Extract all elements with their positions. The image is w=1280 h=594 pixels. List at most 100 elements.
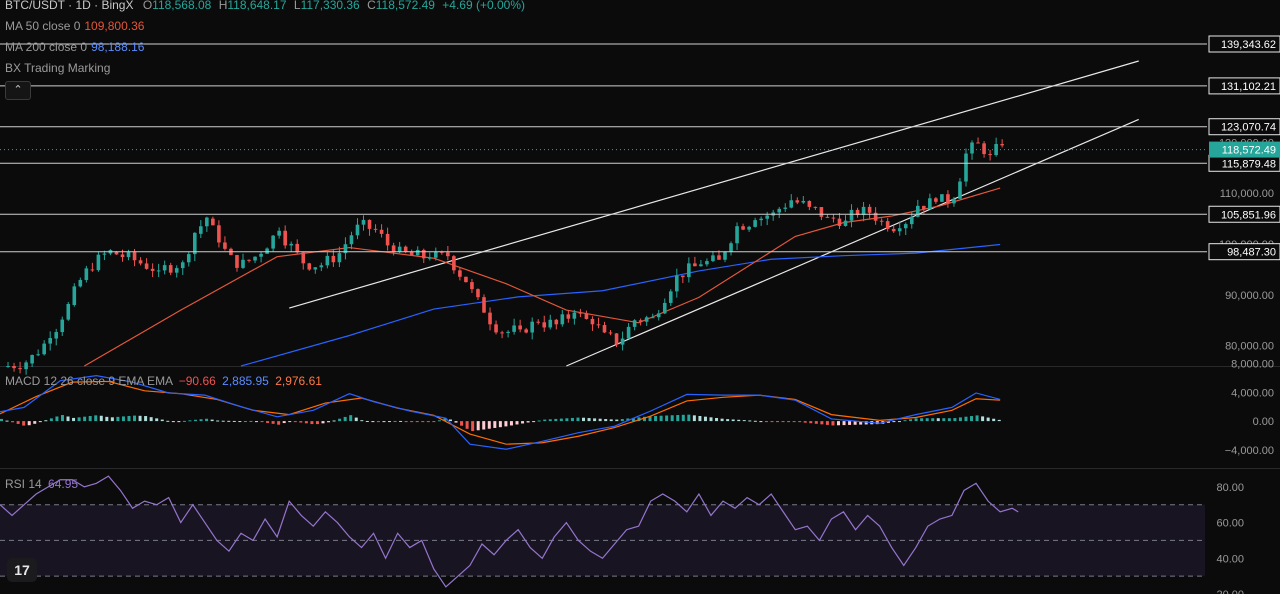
candle-body [452, 256, 456, 271]
candle-body [301, 252, 306, 264]
ma50-legend[interactable]: MA 50 close 0 109,800.36 [5, 19, 144, 33]
macd-histogram-bar [809, 421, 813, 424]
macd-histogram-bar [271, 421, 275, 424]
macd-histogram-bar [509, 421, 513, 426]
macd-histogram-bar [266, 421, 270, 423]
macd-histogram-bar [659, 415, 663, 422]
tradingview-logo[interactable]: 17 [7, 558, 37, 582]
candle-body [783, 207, 788, 209]
collapse-legend-button[interactable]: ⌃ [5, 81, 31, 100]
candle-body [325, 255, 330, 266]
macd-histogram-bar [210, 419, 214, 422]
macd-histogram-bar [33, 421, 37, 424]
candle-body [24, 362, 28, 370]
macd-histogram-bar [792, 421, 796, 423]
macd-histogram-bar [288, 421, 292, 423]
macd-histogram-bar [182, 420, 186, 422]
candle-body [397, 246, 402, 253]
macd-histogram-bar [903, 420, 907, 422]
candle-body [735, 226, 739, 244]
candle-body [807, 200, 812, 207]
macd-histogram-bar [188, 420, 192, 422]
candle-body [403, 246, 408, 252]
candle-body [385, 233, 390, 246]
macd-histogram-bar [49, 418, 53, 422]
macd-histogram-bar [820, 421, 824, 425]
candle-body [217, 225, 221, 243]
macd-value-1: −90.66 [178, 374, 216, 388]
macd-histogram-bar [798, 421, 802, 423]
macd-histogram-bar [432, 421, 436, 423]
macd-histogram-bar [338, 418, 342, 422]
bx-trading-legend[interactable]: BX Trading Marking [5, 61, 110, 75]
candle-body [560, 314, 565, 325]
macd-legend[interactable]: MACD 12 26 close 9 EMA EMA −90.66 2,885.… [5, 374, 322, 388]
macd-histogram-bar [476, 421, 480, 431]
macd-histogram-bar [44, 420, 48, 422]
candle-body [759, 218, 763, 221]
macd-histogram-bar [970, 416, 974, 422]
rsi-legend[interactable]: RSI 14 64.95 [5, 477, 78, 491]
candle-body [699, 264, 703, 267]
candle-body [434, 251, 438, 258]
candle-body [138, 260, 143, 264]
macd-histogram-bar [382, 421, 386, 423]
macd-histogram-bar [66, 416, 70, 422]
candle-body [277, 230, 281, 236]
horizontal-level-label: 131,102.21 [1221, 81, 1276, 93]
candle-body [1000, 144, 1004, 146]
close-value: 118,572.49 [375, 0, 435, 12]
macd-histogram-bar [787, 421, 791, 423]
candle-body [313, 267, 318, 270]
macd-histogram-bar [814, 421, 818, 424]
macd-histogram-bar [55, 416, 59, 422]
candle-body [186, 254, 191, 263]
candle-body [488, 312, 492, 325]
macd-histogram-bar [620, 419, 624, 422]
macd-histogram-bar [376, 421, 380, 423]
level-label-box [1208, 77, 1280, 95]
macd-histogram-bar [836, 421, 840, 426]
candle-body [66, 303, 71, 320]
macd-histogram-bar [853, 421, 857, 425]
price-tick-label: 110,000.00 [1220, 188, 1274, 200]
macd-histogram-bar [803, 421, 807, 423]
candle-body [337, 253, 342, 263]
macd-histogram-bar [110, 417, 114, 422]
candle-body [620, 338, 625, 345]
candle-body [500, 332, 504, 334]
macd-histogram-bar [77, 417, 81, 422]
candle-body [693, 263, 697, 267]
candle-body [940, 194, 944, 202]
candle-body [409, 251, 414, 256]
level-label-box [1208, 118, 1280, 136]
macd-histogram-bar [205, 418, 209, 422]
ma200-legend[interactable]: MA 200 close 0 98,188.16 [5, 40, 144, 54]
macd-histogram-bar [953, 418, 957, 422]
candle-body [54, 332, 59, 339]
candle-body [602, 325, 607, 333]
macd-histogram-bar [532, 421, 536, 423]
candle-body [952, 198, 956, 204]
macd-histogram-bar [166, 420, 170, 422]
macd-histogram-bar [360, 420, 364, 422]
macd-histogram-bar [698, 415, 702, 422]
macd-histogram-bar [931, 418, 935, 422]
ma200-label: MA 200 close 0 [5, 40, 88, 54]
candle-body [711, 255, 715, 262]
candle-body [638, 320, 643, 322]
macd-histogram-bar [232, 420, 236, 422]
level-label-box [1208, 205, 1280, 223]
candle-body [958, 181, 962, 199]
candle-body [548, 319, 553, 328]
candle-body [801, 200, 806, 203]
trendline-upper-channel [289, 60, 1139, 309]
candle-body [96, 254, 101, 271]
macd-histogram-bar [72, 417, 76, 422]
candle-body [162, 265, 167, 271]
candle-body [36, 354, 40, 356]
macd-histogram-bar [216, 420, 220, 422]
candle-body [644, 317, 649, 322]
macd-histogram-bar [615, 419, 619, 422]
